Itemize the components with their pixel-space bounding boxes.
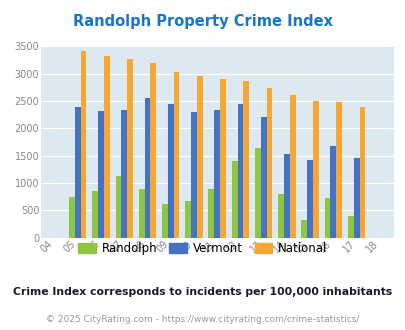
- Bar: [69, 197, 75, 238]
- Text: Crime Index corresponds to incidents per 100,000 inhabitants: Crime Index corresponds to incidents per…: [13, 287, 392, 297]
- Bar: [312, 101, 318, 238]
- Bar: [254, 148, 260, 238]
- Bar: [75, 108, 81, 238]
- Bar: [92, 190, 98, 238]
- Bar: [214, 110, 220, 238]
- Text: © 2025 CityRating.com - https://www.cityrating.com/crime-statistics/: © 2025 CityRating.com - https://www.city…: [46, 315, 359, 324]
- Bar: [359, 108, 364, 238]
- Bar: [185, 201, 191, 238]
- Bar: [324, 198, 330, 238]
- Bar: [196, 76, 202, 238]
- Bar: [335, 102, 341, 238]
- Bar: [162, 204, 167, 238]
- Bar: [121, 110, 127, 238]
- Bar: [208, 189, 214, 238]
- Bar: [98, 111, 104, 238]
- Bar: [301, 220, 307, 238]
- Bar: [237, 104, 243, 238]
- Bar: [243, 81, 249, 238]
- Bar: [260, 117, 266, 238]
- Bar: [115, 176, 121, 238]
- Bar: [277, 194, 284, 238]
- Bar: [266, 88, 272, 238]
- Bar: [150, 63, 156, 238]
- Bar: [307, 160, 312, 238]
- Text: Randolph Property Crime Index: Randolph Property Crime Index: [73, 14, 332, 29]
- Bar: [167, 104, 173, 238]
- Bar: [220, 79, 225, 238]
- Bar: [191, 113, 196, 238]
- Bar: [231, 161, 237, 238]
- Bar: [81, 50, 86, 238]
- Bar: [104, 56, 109, 238]
- Bar: [353, 158, 359, 238]
- Bar: [144, 98, 150, 238]
- Bar: [289, 95, 295, 238]
- Bar: [330, 146, 335, 238]
- Bar: [139, 189, 144, 238]
- Bar: [173, 72, 179, 238]
- Bar: [347, 216, 353, 238]
- Bar: [127, 59, 133, 238]
- Bar: [284, 154, 289, 238]
- Legend: Randolph, Vermont, National: Randolph, Vermont, National: [73, 237, 332, 260]
